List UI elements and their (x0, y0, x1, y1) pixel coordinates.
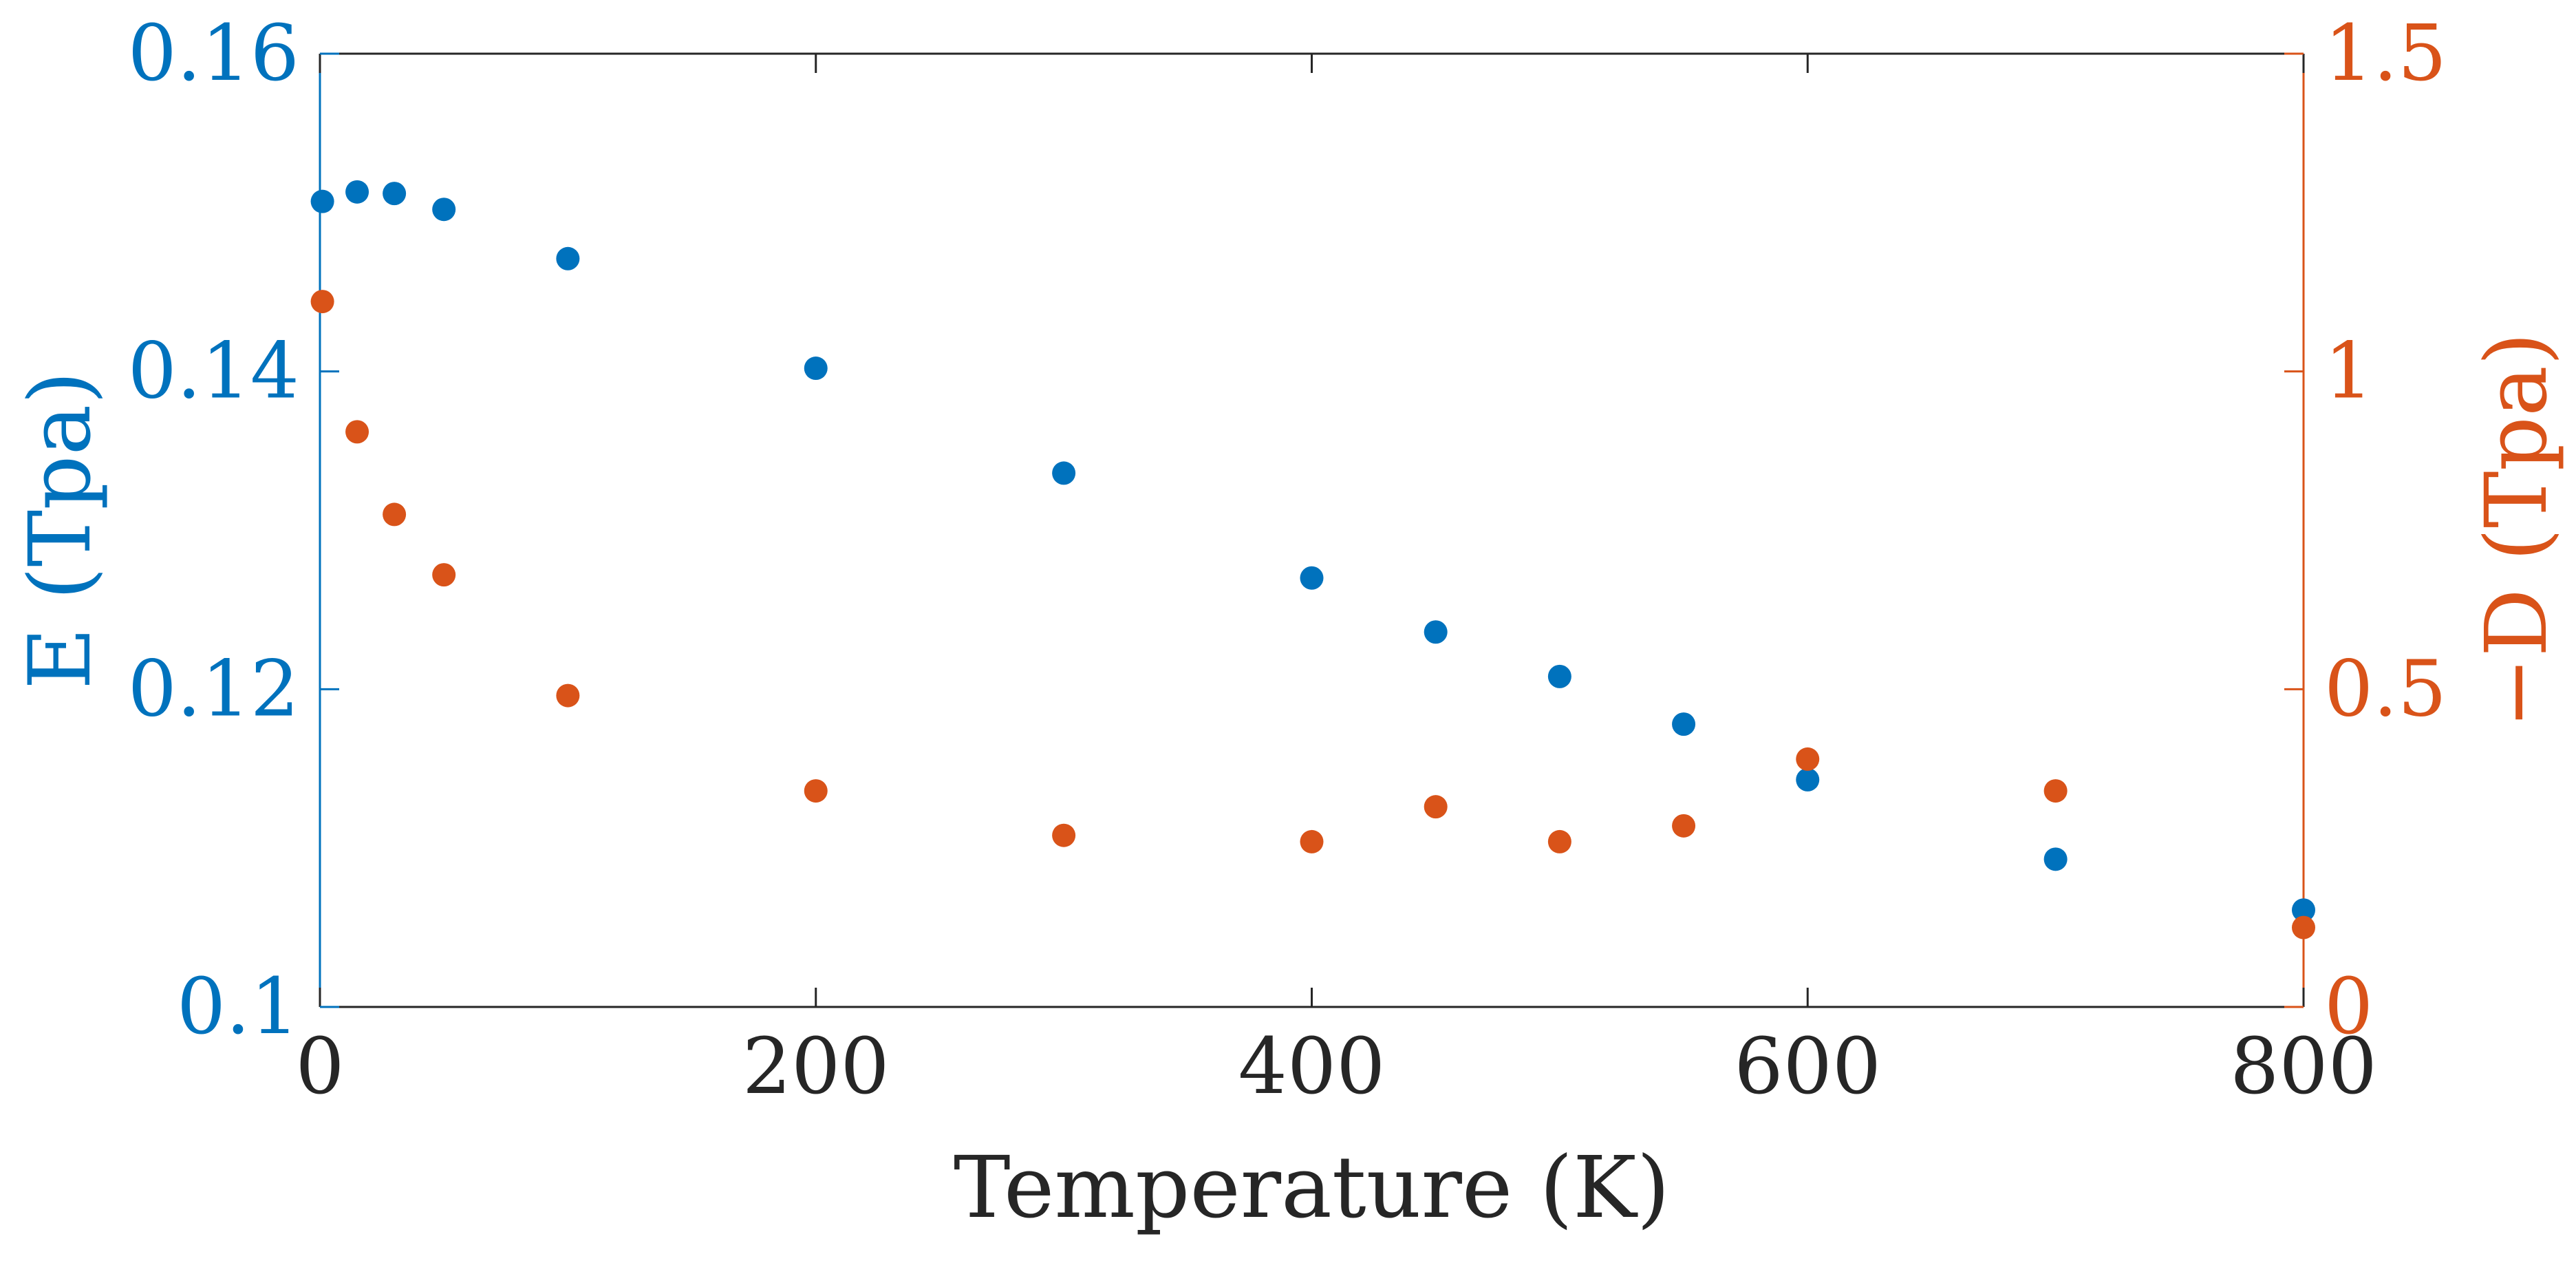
data-point-left (2292, 898, 2315, 922)
data-point-left (1796, 767, 1820, 792)
data-point-left (1672, 712, 1696, 736)
x-tick-label: 600 (1734, 1022, 1881, 1112)
left-y-tick-label: 0.1 (177, 962, 299, 1052)
data-point-right (2043, 779, 2068, 803)
plot-frame (319, 52, 2305, 1008)
data-point-right (1796, 747, 1820, 771)
x-tick-label: 400 (1238, 1022, 1386, 1112)
data-point-left (345, 180, 369, 204)
data-points (310, 180, 2315, 939)
right-y-tick-label: 1.5 (2324, 9, 2447, 98)
data-point-left (556, 246, 580, 270)
data-point-left (1052, 461, 1076, 485)
left-y-tick-label: 0.14 (128, 327, 299, 416)
data-point-left (1300, 566, 1324, 590)
data-point-right (383, 502, 407, 527)
data-point-right (2292, 915, 2315, 939)
data-point-right (1052, 823, 1076, 847)
tick-labels: 0 200 400 600 800 0.1 0.12 0.14 0.16 0 0.5 1 1.5 (128, 9, 2447, 1112)
x-axis-label: Temperature (K) (954, 1138, 1670, 1238)
data-point-right (432, 563, 456, 587)
data-point-left (1547, 664, 1571, 688)
data-point-left (310, 189, 334, 213)
data-point-left (2043, 847, 2068, 871)
tick-marks (319, 52, 2305, 1008)
right-y-tick-label: 1 (2324, 327, 2373, 416)
data-point-right (556, 683, 580, 708)
x-tick-label: 0 (295, 1022, 344, 1112)
data-point-left (383, 182, 407, 206)
left-y-tick-label: 0.16 (128, 9, 299, 98)
data-point-right (804, 779, 828, 803)
data-point-right (1424, 795, 1448, 819)
data-point-right (310, 290, 334, 314)
left-y-axis-label: E (Tpa) (11, 371, 110, 690)
x-tick-label: 200 (742, 1022, 890, 1112)
right-y-tick-label: 0 (2324, 962, 2373, 1052)
right-y-axis-label: −D (Tpa) (2467, 332, 2566, 729)
x-tick-label: 800 (2230, 1022, 2377, 1112)
data-point-left (804, 357, 828, 381)
data-point-left (432, 198, 456, 222)
right-y-tick-label: 0.5 (2324, 644, 2447, 734)
left-y-tick-label: 0.12 (128, 644, 299, 734)
data-point-right (1300, 829, 1324, 853)
data-point-right (1547, 829, 1571, 853)
data-point-left (1424, 620, 1448, 644)
data-point-right (1672, 814, 1696, 838)
data-point-right (345, 420, 369, 444)
